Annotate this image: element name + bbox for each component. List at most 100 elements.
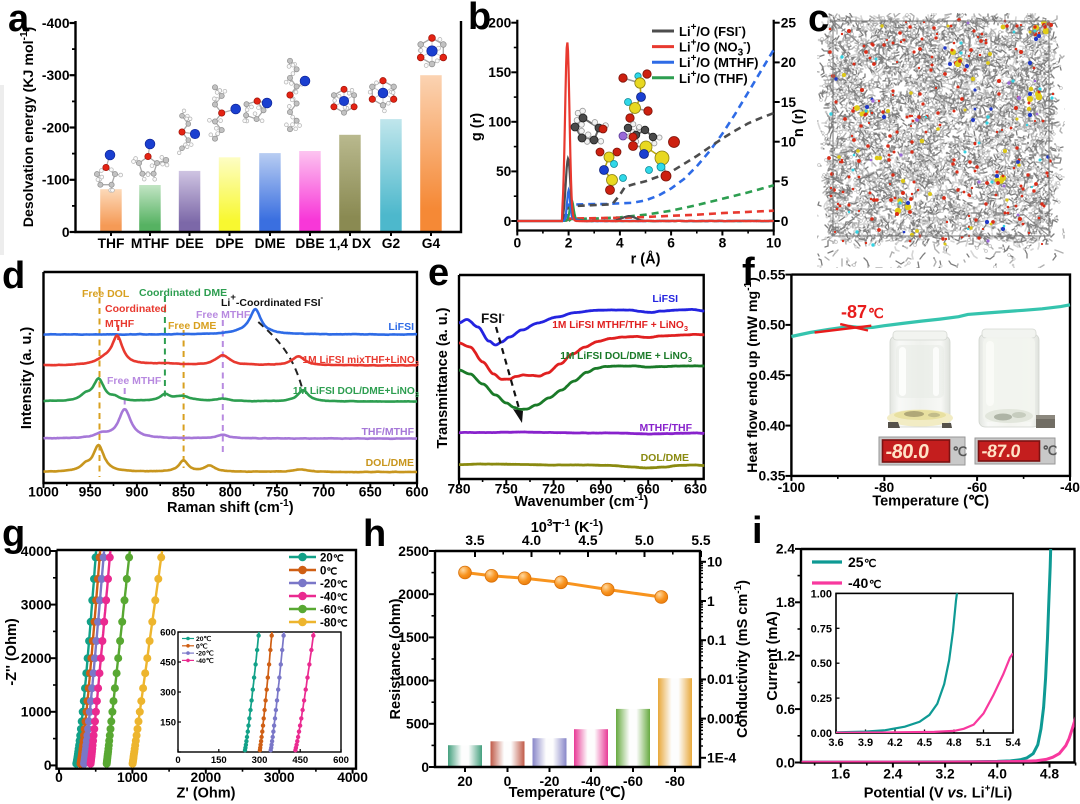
svg-text:600: 600 [160,628,176,639]
svg-text:DOL/DME: DOL/DME [366,457,414,469]
svg-text:-20: -20 [540,774,560,789]
svg-text:1.2: 1.2 [776,649,796,664]
svg-text:1000: 1000 [398,673,429,688]
svg-text:100: 100 [488,115,511,130]
svg-text:-40: -40 [581,774,601,789]
svg-text:5.4: 5.4 [1005,737,1021,749]
svg-text:5.0: 5.0 [635,533,655,548]
svg-text:-20℃: -20℃ [196,650,214,658]
svg-text:0: 0 [504,774,512,789]
svg-text:10: 10 [781,134,797,149]
svg-text:20: 20 [457,774,473,789]
svg-text:660: 660 [637,482,660,497]
svg-text:4.5: 4.5 [917,737,932,749]
svg-text:1M LiFSI DOL/DME + LiNO3: 1M LiFSI DOL/DME + LiNO3 [560,351,692,364]
svg-text:1000: 1000 [117,770,148,785]
svg-text:Coordinated DME: Coordinated DME [139,287,227,299]
svg-text:-300: -300 [42,68,70,83]
svg-text:Free DME: Free DME [168,320,216,332]
svg-text:700: 700 [312,485,335,500]
svg-text:3.5: 3.5 [465,533,485,548]
svg-text:780: 780 [447,482,470,497]
svg-text:Z' (Ohm): Z' (Ohm) [176,786,235,802]
svg-text:℃: ℃ [337,580,348,591]
svg-text:-40℃: -40℃ [196,657,214,665]
svg-text:Li+/O (MTHF): Li+/O (MTHF) [679,53,759,70]
svg-text:-20: -20 [320,579,337,591]
svg-text:450: 450 [292,755,308,766]
svg-text:2000: 2000 [21,651,52,666]
svg-text:-80.0: -80.0 [884,441,930,463]
svg-text:10: 10 [766,236,782,251]
svg-text:0: 0 [421,760,429,775]
svg-text:h: h [363,513,386,555]
svg-text:℃: ℃ [337,619,348,630]
svg-text:1000: 1000 [21,705,52,720]
svg-text:0: 0 [504,214,512,229]
svg-text:0.45: 0.45 [759,368,786,383]
svg-text:-80: -80 [874,480,894,495]
svg-text:-200: -200 [42,120,70,135]
svg-text:2000: 2000 [398,587,429,602]
svg-text:G4: G4 [422,236,441,251]
svg-text:950: 950 [79,485,102,500]
svg-text:1,4 DX: 1,4 DX [329,236,372,251]
svg-text:Li+-Coordinated FSI-: Li+-Coordinated FSI- [221,292,324,309]
svg-text:1.6: 1.6 [831,767,851,782]
svg-text:500: 500 [406,717,429,732]
svg-text:0.0: 0.0 [776,755,796,770]
svg-text:DME: DME [255,236,286,251]
svg-text:℃: ℃ [327,567,338,578]
svg-text:3000: 3000 [21,597,52,612]
svg-text:℃: ℃ [868,305,884,321]
svg-text:LiFSI: LiFSI [652,293,678,305]
svg-text:-60: -60 [623,774,643,789]
svg-text:Li+/O (FSI-): Li+/O (FSI-) [679,22,746,39]
svg-text:150: 150 [488,65,511,80]
svg-text:Intensity (a. u.): Intensity (a. u.) [19,327,35,429]
svg-text:4.8: 4.8 [1040,767,1060,782]
svg-text:0.50: 0.50 [759,318,786,333]
svg-text:℃: ℃ [333,554,344,565]
svg-text:-80: -80 [320,618,337,630]
svg-text:650: 650 [359,485,382,500]
svg-text:0: 0 [62,225,70,240]
svg-text:c: c [808,0,829,40]
svg-text:Heat flow endo up (mW mg-1): Heat flow endo up (mW mg-1) [743,277,761,473]
svg-text:600: 600 [405,485,428,500]
svg-text:0℃: 0℃ [196,642,208,650]
svg-text:0.1: 0.1 [707,633,727,648]
svg-text:0: 0 [44,758,52,773]
svg-text:a: a [8,0,30,40]
svg-text:5.1: 5.1 [976,737,991,749]
svg-text:1: 1 [707,594,715,609]
svg-text:3.6: 3.6 [828,737,843,749]
svg-text:0.001: 0.001 [707,711,742,726]
svg-text:e: e [428,252,449,294]
svg-text:-40: -40 [1060,480,1080,495]
svg-text:0.00: 0.00 [811,728,832,740]
svg-text:2: 2 [565,236,573,251]
svg-text:2.4: 2.4 [776,542,796,557]
svg-text:Resistance (ohm): Resistance (ohm) [388,598,404,719]
svg-text:0: 0 [55,770,63,785]
svg-text:630: 630 [684,482,707,497]
svg-text:300: 300 [252,755,268,766]
svg-text:600: 600 [333,755,349,766]
svg-text:-40: -40 [320,592,337,604]
svg-text:Raman shift (cm-1): Raman shift (cm-1) [167,498,294,516]
svg-text:1500: 1500 [398,630,429,645]
svg-text:900: 900 [125,485,148,500]
svg-text:Coordinated: Coordinated [105,303,167,315]
svg-text:0.75: 0.75 [811,623,832,635]
svg-text:MTHF/THF: MTHF/THF [640,422,693,434]
svg-text:℃: ℃ [1043,443,1058,458]
svg-text:-400: -400 [42,16,70,31]
svg-text:50: 50 [496,164,512,179]
svg-text:Free MTHF: Free MTHF [196,309,251,321]
svg-text:750: 750 [495,482,518,497]
svg-text:FSI-: FSI- [481,310,505,326]
svg-text:DPE: DPE [215,236,243,251]
svg-text:4.5: 4.5 [578,533,598,548]
svg-text:0.55: 0.55 [759,267,786,282]
